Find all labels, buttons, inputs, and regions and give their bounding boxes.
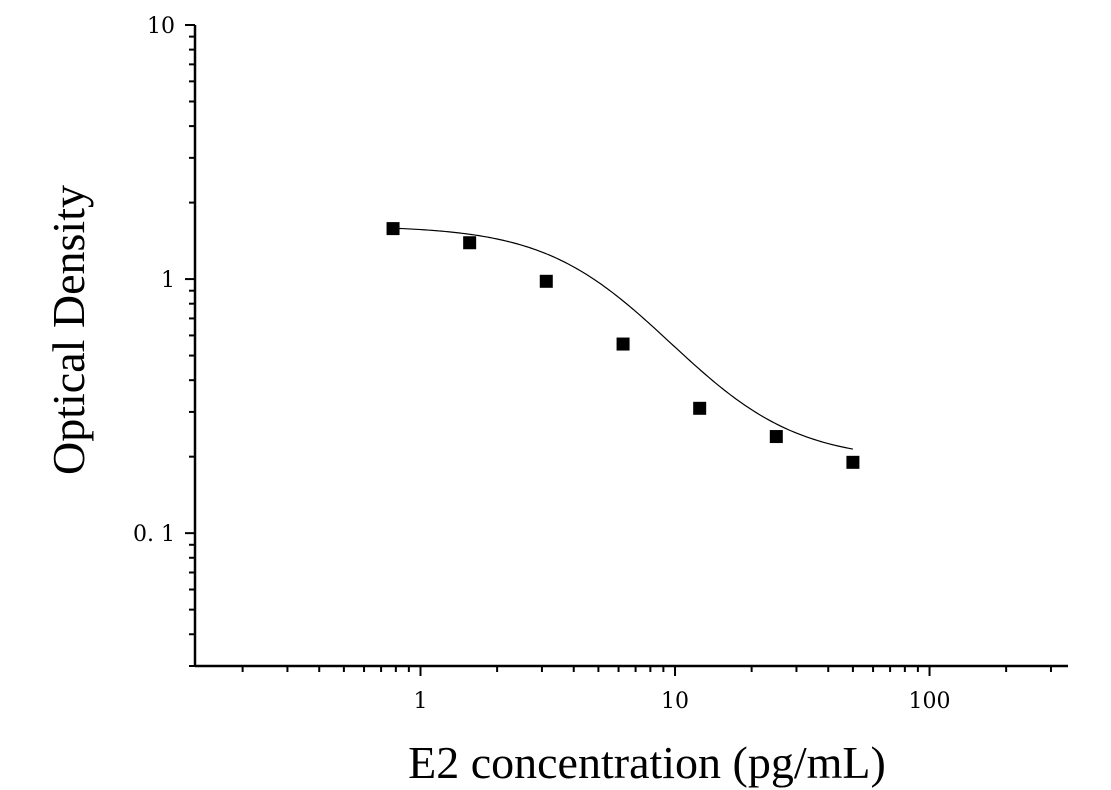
x-tick-label: 1 bbox=[414, 689, 428, 714]
y-tick-label: 1 bbox=[161, 268, 175, 293]
y-ticks bbox=[185, 24, 195, 667]
x-tick-label: 100 bbox=[909, 689, 951, 714]
y-tick-labels: 0. 1 1 10 bbox=[133, 14, 175, 547]
data-points bbox=[386, 222, 860, 469]
data-point bbox=[386, 222, 400, 236]
data-point bbox=[846, 455, 860, 469]
y-tick-label: 0. 1 bbox=[133, 522, 175, 547]
data-point bbox=[693, 401, 707, 415]
fit-curve bbox=[393, 227, 854, 450]
data-point bbox=[769, 430, 783, 444]
x-ticks bbox=[241, 666, 1052, 676]
y-axis-title: Optical Density bbox=[43, 185, 94, 475]
x-axis-title: E2 concentration (pg/mL) bbox=[408, 737, 886, 788]
data-point bbox=[616, 337, 630, 351]
data-point bbox=[463, 236, 477, 250]
x-tick-labels: 1 10 100 bbox=[414, 689, 951, 714]
x-tick-label: 10 bbox=[661, 689, 689, 714]
data-point bbox=[539, 274, 553, 288]
axes bbox=[193, 25, 1068, 668]
y-tick-label: 10 bbox=[147, 14, 175, 39]
